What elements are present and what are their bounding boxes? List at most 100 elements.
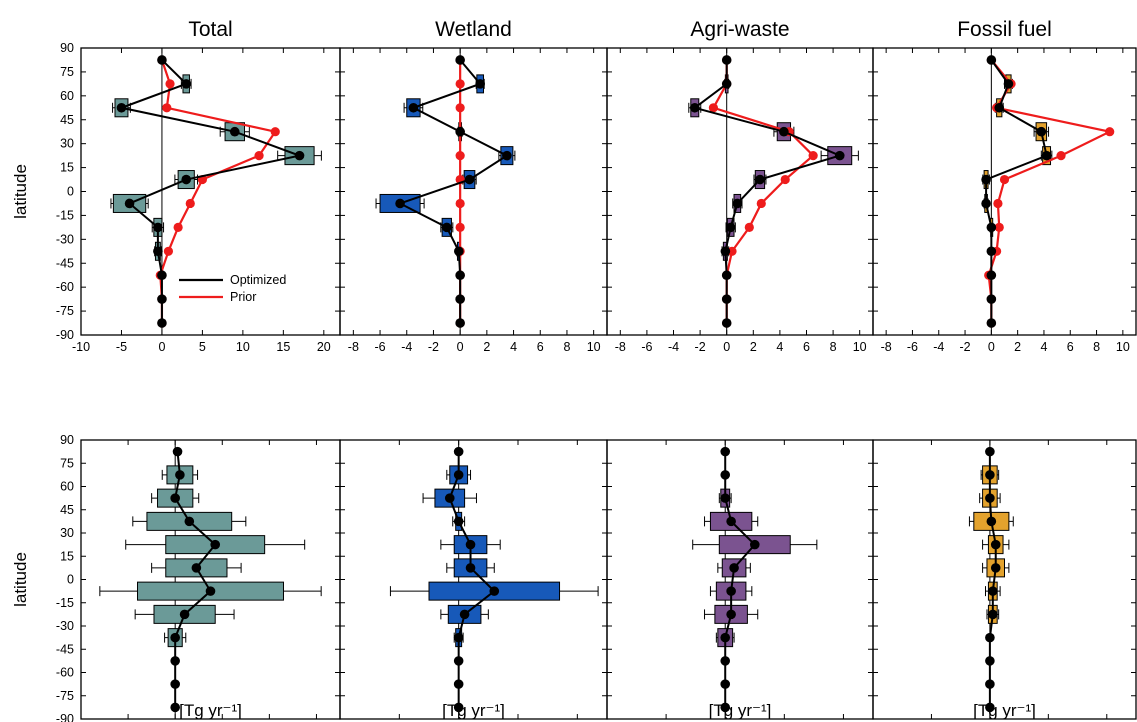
prior-line: [711, 59, 815, 324]
prior-point: [994, 222, 1004, 232]
optimized-point: [985, 446, 995, 457]
optimized-point: [455, 270, 465, 281]
panel-title: Fossil fuel: [957, 18, 1052, 41]
optimized-point: [454, 246, 464, 257]
panel-top-4: -8 -6 -4 -2 0 2 4 6 8 10 Fossil fuel: [872, 18, 1137, 354]
y-tick-label: 45: [60, 113, 74, 127]
prior-point: [999, 174, 1010, 185]
optimized-point: [153, 222, 163, 233]
panel-title: Agri-waste: [690, 18, 789, 41]
optimized-point: [205, 586, 216, 596]
panel-frame: [606, 47, 874, 336]
y-axis-label: latitude: [11, 552, 30, 607]
x-tick-label: 8: [563, 340, 570, 354]
optimized-point: [986, 246, 997, 257]
optimized-point: [191, 563, 202, 573]
y-tick-label: 15: [60, 549, 74, 563]
panel-frame: [339, 439, 608, 720]
x-tick-label: 5: [199, 340, 206, 354]
y-tick-label: 60: [60, 89, 74, 103]
y-tick-label: -90: [56, 712, 74, 722]
x-tick-label: -6: [374, 340, 385, 354]
optimized-point: [726, 609, 736, 620]
prior-point: [173, 222, 183, 232]
x-tick-label: 2: [1014, 340, 1021, 354]
optimized-point: [170, 493, 180, 503]
optimized-point: [170, 702, 180, 713]
optimized-point: [489, 586, 500, 596]
optimized-line: [692, 59, 843, 324]
optimized-point: [170, 656, 180, 666]
optimized-point: [179, 609, 190, 620]
x-tick-label: -8: [348, 340, 359, 354]
x-tick-label: -2: [428, 340, 439, 354]
optimized-point: [720, 656, 731, 666]
optimized-point: [721, 318, 732, 328]
optimized-point: [1036, 126, 1047, 137]
prior-point: [165, 79, 175, 89]
optimized-point: [181, 174, 192, 185]
y-tick-label: 30: [60, 137, 74, 151]
panel-frame: [339, 47, 608, 336]
optimized-point: [1003, 79, 1014, 89]
optimized-point: [981, 198, 991, 209]
x-tick-label: 4: [776, 340, 783, 354]
prior-point: [162, 103, 172, 113]
optimized-point: [729, 563, 739, 573]
x-tick-label: 10: [236, 340, 250, 354]
optimized-point: [1041, 150, 1052, 161]
legend-label-prior: Prior: [230, 290, 256, 304]
y-tick-label: 60: [60, 480, 74, 494]
y-tick-label: -30: [56, 619, 74, 633]
optimized-point: [157, 270, 167, 281]
y-tick-label: -15: [56, 208, 74, 222]
optimized-point: [986, 318, 997, 328]
prior-point: [756, 198, 766, 209]
optimized-point: [172, 446, 183, 457]
optimized-point: [985, 470, 995, 480]
prior-point: [1105, 127, 1115, 137]
optimized-point: [721, 294, 732, 304]
optimized-point: [395, 198, 405, 209]
optimized-point: [459, 609, 470, 620]
y-tick-label: -60: [56, 666, 74, 680]
optimized-point: [720, 493, 731, 503]
x-axis-unit-label: [Tg yr⁻¹]: [973, 701, 1036, 720]
prior-point: [708, 103, 719, 113]
optimized-point: [453, 446, 464, 457]
optimized-point: [988, 586, 998, 596]
optimized-point: [986, 55, 997, 65]
optimized-point: [464, 174, 475, 185]
optimized-point: [986, 294, 997, 304]
y-tick-label: -90: [56, 328, 74, 342]
optimized-point: [170, 632, 180, 643]
optimized-point: [721, 55, 732, 65]
x-tick-label: -4: [401, 340, 412, 354]
optimized-point: [990, 563, 1001, 573]
prior-point: [993, 198, 1003, 209]
optimized-point: [985, 656, 995, 666]
optimized-point: [455, 318, 465, 328]
optimized-point: [779, 126, 789, 137]
optimized-point: [455, 126, 465, 137]
x-tick-label: -4: [668, 340, 679, 354]
x-tick-label: 4: [510, 340, 517, 354]
optimized-point: [689, 102, 700, 113]
prior-point: [808, 151, 818, 161]
prior-point: [744, 222, 754, 232]
x-axis-unit-label: [Tg yr⁻¹]: [442, 701, 505, 720]
panel-frame: [606, 439, 874, 720]
optimized-point: [184, 516, 195, 527]
prior-point: [455, 103, 465, 113]
x-tick-label: 10: [587, 340, 601, 354]
optimized-point: [720, 632, 731, 643]
optimized-point: [294, 150, 305, 161]
optimized-point: [725, 222, 736, 233]
x-tick-label: -10: [72, 340, 90, 354]
x-tick-label: 15: [276, 340, 290, 354]
x-tick-label: 0: [158, 340, 165, 354]
optimized-point: [720, 246, 731, 257]
x-tick-label: 10: [1116, 340, 1130, 354]
optimized-point: [721, 79, 732, 89]
